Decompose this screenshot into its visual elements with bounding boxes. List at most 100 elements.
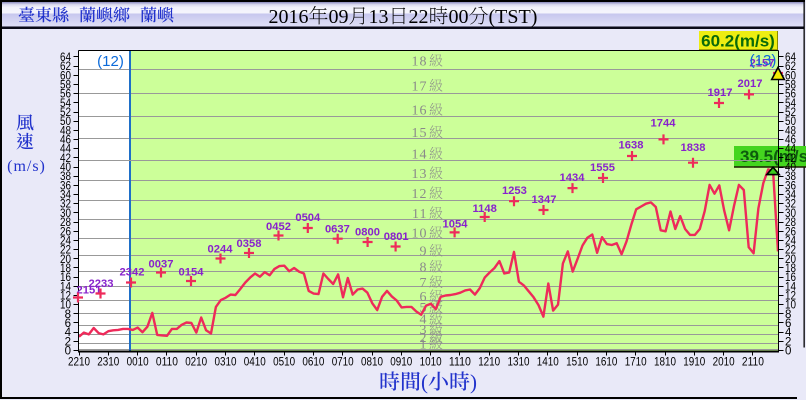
svg-text:0310: 0310: [215, 357, 237, 369]
svg-text:16: 16: [412, 104, 428, 119]
svg-text:52: 52: [785, 107, 796, 119]
svg-text:2157: 2157: [750, 58, 775, 70]
svg-text:0801: 0801: [384, 231, 409, 243]
svg-text:22: 22: [60, 245, 71, 257]
svg-text:2342: 2342: [120, 267, 145, 279]
svg-text:1744: 1744: [651, 118, 677, 130]
svg-text:26: 26: [785, 226, 796, 238]
svg-text:1555: 1555: [590, 162, 615, 174]
svg-text:7: 7: [420, 276, 428, 291]
svg-text:30: 30: [60, 208, 71, 220]
svg-text:14: 14: [412, 148, 428, 163]
svg-text:34: 34: [785, 190, 797, 202]
svg-text:54: 54: [785, 98, 797, 110]
svg-text:(13): (13): [750, 52, 777, 69]
svg-text:0358: 0358: [237, 238, 262, 250]
svg-text:40: 40: [60, 162, 71, 174]
svg-text:00: 00: [449, 6, 469, 28]
svg-text:1638: 1638: [619, 139, 644, 151]
svg-text:1510: 1510: [566, 357, 588, 369]
svg-text:6: 6: [65, 318, 71, 330]
svg-text:12: 12: [785, 291, 796, 303]
svg-text:2: 2: [65, 336, 71, 348]
svg-text:12: 12: [60, 291, 71, 303]
svg-text:15: 15: [412, 126, 428, 141]
svg-text:16: 16: [785, 272, 796, 284]
svg-text:1710: 1710: [625, 357, 647, 369]
svg-text:11: 11: [412, 207, 427, 222]
svg-text:18: 18: [785, 263, 796, 275]
svg-text:8: 8: [785, 309, 791, 321]
svg-text:32: 32: [60, 199, 71, 211]
svg-text:2017: 2017: [738, 78, 763, 90]
svg-text:16: 16: [60, 272, 71, 284]
svg-text:(m/s): (m/s): [7, 158, 46, 175]
svg-text:39.5(m/s): 39.5(m/s): [740, 147, 806, 166]
svg-text:48: 48: [785, 125, 796, 137]
svg-text:2151: 2151: [77, 285, 102, 297]
svg-text:0210: 0210: [185, 357, 207, 369]
svg-text:0800: 0800: [355, 227, 380, 239]
svg-text:44: 44: [785, 144, 797, 156]
svg-text:8: 8: [420, 261, 428, 276]
svg-text:6: 6: [420, 290, 428, 305]
svg-text:2: 2: [785, 336, 791, 348]
svg-text:58: 58: [785, 80, 796, 92]
svg-text:0710: 0710: [332, 357, 354, 369]
svg-text:0810: 0810: [361, 357, 383, 369]
svg-text:42: 42: [785, 153, 796, 165]
svg-text:44: 44: [60, 144, 72, 156]
svg-text:2: 2: [420, 331, 428, 346]
svg-text:9: 9: [420, 245, 428, 260]
svg-text:0010: 0010: [127, 357, 149, 369]
svg-text:24: 24: [60, 235, 72, 247]
svg-text:60: 60: [60, 70, 71, 82]
svg-text:32: 32: [785, 199, 796, 211]
svg-text:48: 48: [60, 125, 71, 137]
svg-text:24: 24: [785, 235, 797, 247]
svg-text:30: 30: [785, 208, 796, 220]
svg-text:20: 20: [785, 254, 796, 266]
svg-text:10: 10: [412, 227, 428, 242]
svg-text:58: 58: [60, 80, 71, 92]
svg-text:2110: 2110: [742, 357, 764, 369]
svg-text:1838: 1838: [681, 142, 706, 154]
svg-text:64: 64: [60, 52, 72, 64]
svg-text:0037: 0037: [149, 259, 174, 271]
svg-text:28: 28: [60, 217, 71, 229]
svg-text:0110: 0110: [156, 357, 178, 369]
svg-text:8: 8: [65, 309, 71, 321]
svg-text:36: 36: [60, 180, 71, 192]
svg-text:12: 12: [412, 187, 428, 202]
svg-text:0: 0: [785, 346, 791, 358]
svg-text:1: 1: [420, 338, 428, 353]
svg-text:0244: 0244: [208, 244, 234, 256]
svg-text:(TST): (TST): [489, 6, 538, 28]
svg-text:0637: 0637: [325, 224, 350, 236]
svg-text:6: 6: [785, 318, 791, 330]
svg-text:38: 38: [785, 171, 796, 183]
svg-text:50: 50: [60, 116, 71, 128]
svg-text:60.2(m/s): 60.2(m/s): [701, 32, 775, 51]
svg-text:56: 56: [60, 89, 71, 101]
svg-text:13: 13: [369, 6, 389, 28]
svg-text:0510: 0510: [273, 357, 295, 369]
svg-text:0610: 0610: [302, 357, 324, 369]
svg-text:1253: 1253: [502, 185, 527, 197]
svg-text:4: 4: [65, 327, 72, 339]
svg-text:54: 54: [60, 98, 72, 110]
svg-text:0: 0: [65, 346, 71, 358]
svg-text:28: 28: [785, 217, 796, 229]
svg-text:26: 26: [60, 226, 71, 238]
svg-text:2310: 2310: [97, 357, 119, 369]
svg-text:36: 36: [785, 180, 796, 192]
svg-text:18: 18: [60, 263, 71, 275]
svg-text:1110: 1110: [449, 357, 471, 369]
svg-text:62: 62: [785, 61, 796, 73]
svg-text:14: 14: [60, 281, 72, 293]
svg-text:64: 64: [785, 52, 797, 64]
svg-text:34: 34: [60, 190, 72, 202]
svg-text:56: 56: [785, 89, 796, 101]
svg-text:4: 4: [785, 327, 792, 339]
svg-text:4: 4: [420, 313, 428, 328]
